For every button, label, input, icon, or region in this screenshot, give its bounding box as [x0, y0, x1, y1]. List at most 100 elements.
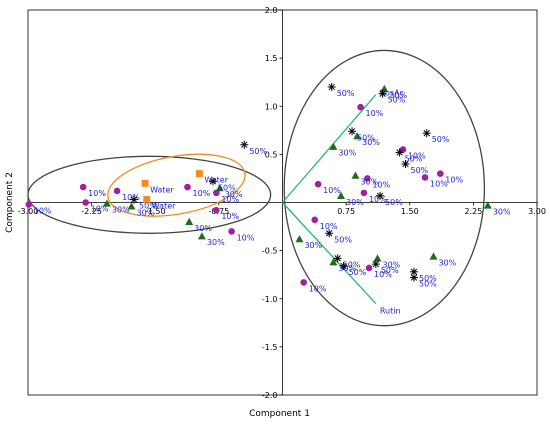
point-label: 50%	[388, 96, 406, 105]
point-circle	[364, 175, 371, 182]
point-label: 30%	[362, 138, 380, 147]
point-label: 10%	[91, 205, 109, 214]
point-circle	[360, 189, 368, 197]
point-label: 50%	[405, 154, 423, 163]
point-label: 30%	[493, 207, 511, 216]
vector-label-rosac: RosAc	[380, 89, 404, 98]
loading-vector-rosac	[282, 94, 377, 203]
point-label: 30%	[207, 238, 225, 247]
point-label: Water	[150, 185, 174, 194]
point-circle	[184, 183, 191, 191]
point-label: 30%	[304, 241, 322, 250]
point-label: 30%	[360, 178, 378, 187]
point-label: Water	[204, 176, 228, 185]
point-circle	[113, 187, 121, 195]
point-label: 30%	[338, 149, 356, 158]
point-label: 30%	[194, 224, 212, 233]
point-triangle	[483, 201, 492, 209]
x-tick-label: -1.50	[145, 207, 166, 216]
point-star-stroke	[241, 141, 248, 148]
point-label: 10%	[221, 195, 239, 204]
point-label: 10%	[221, 212, 239, 221]
point-triangle	[127, 202, 136, 210]
point-square	[141, 179, 149, 187]
point-circle	[421, 174, 429, 181]
point-label: 10%	[374, 270, 392, 279]
point-star-stroke	[402, 160, 409, 168]
x-tick-label: -2.25	[81, 207, 102, 216]
group-ellipse-orange	[107, 153, 246, 217]
point-triangle	[185, 217, 194, 225]
point-circle	[79, 183, 87, 191]
loading-vector-rutin	[282, 202, 377, 305]
y-axis-title: Component 2	[5, 172, 15, 233]
point-star-stroke	[340, 262, 347, 270]
point-circle	[314, 180, 322, 188]
point-label: 50%	[432, 135, 450, 144]
point-label: 50%	[357, 133, 375, 142]
point-triangle	[337, 191, 346, 199]
group-ellipse-dark	[283, 49, 486, 327]
point-triangle	[329, 142, 338, 150]
point-triangle	[295, 235, 304, 243]
point-label: 50%	[249, 147, 267, 156]
point-circle	[365, 264, 373, 272]
point-label: 50%	[218, 183, 236, 192]
point-label: 30%	[112, 205, 130, 214]
y-tick-label: 1.5	[265, 54, 278, 63]
point-star-stroke	[209, 178, 217, 185]
point-circle	[82, 199, 89, 206]
point-label: 10%	[323, 186, 341, 195]
point-label: 10%	[369, 195, 387, 204]
point-label: 30%	[389, 91, 407, 100]
x-tick-label: 0.75	[337, 207, 355, 216]
point-label: 50%	[337, 89, 355, 98]
point-triangle	[351, 171, 360, 179]
point-label: 10%	[237, 233, 255, 242]
point-label: 10%	[320, 222, 338, 231]
point-label: 10%	[34, 206, 52, 215]
x-tick-label: 1.50	[401, 207, 419, 216]
x-tick-label: -3.00	[18, 207, 39, 216]
point-triangle	[102, 199, 111, 207]
point-triangle	[373, 254, 382, 262]
point-label: 30%	[383, 260, 401, 269]
point-triangle	[329, 258, 338, 266]
point-circle	[357, 103, 364, 111]
point-circle	[300, 279, 308, 286]
point-label: 50%	[385, 198, 403, 207]
point-label: 50%	[343, 260, 361, 269]
point-label: 10%	[372, 180, 390, 189]
point-label: 30%	[338, 264, 356, 273]
point-star-stroke	[376, 192, 384, 199]
point-star-stroke	[410, 268, 418, 275]
point-square	[195, 170, 203, 178]
point-label: 10%	[430, 179, 448, 188]
point-label: 50%	[334, 235, 352, 244]
x-tick-label: 3.00	[528, 207, 546, 216]
y-tick-label: -0.5	[262, 247, 278, 256]
point-label: 10%	[445, 176, 463, 185]
point-star-stroke	[334, 255, 341, 262]
point-label: 10%	[408, 152, 426, 161]
point-circle	[213, 206, 220, 214]
point-triangle	[197, 232, 206, 240]
vector-label-rutin: Rutin	[380, 307, 401, 316]
point-star-stroke	[348, 128, 356, 135]
point-label: 30%	[225, 190, 243, 199]
x-axis-title: Component 1	[249, 409, 310, 419]
group-ellipse-dark	[27, 155, 272, 234]
point-star-stroke	[328, 83, 335, 91]
point-square	[143, 196, 151, 204]
point-circle	[228, 228, 235, 235]
point-label: 50%	[139, 202, 157, 211]
point-label: 10%	[192, 189, 210, 198]
y-tick-label: 1.0	[265, 102, 278, 111]
y-tick-label: -1.0	[262, 295, 278, 304]
point-triangle	[429, 252, 438, 260]
point-star-stroke	[396, 149, 403, 156]
point-star-stroke	[379, 90, 386, 97]
point-label: 50%	[411, 166, 429, 175]
point-circle	[25, 201, 33, 208]
